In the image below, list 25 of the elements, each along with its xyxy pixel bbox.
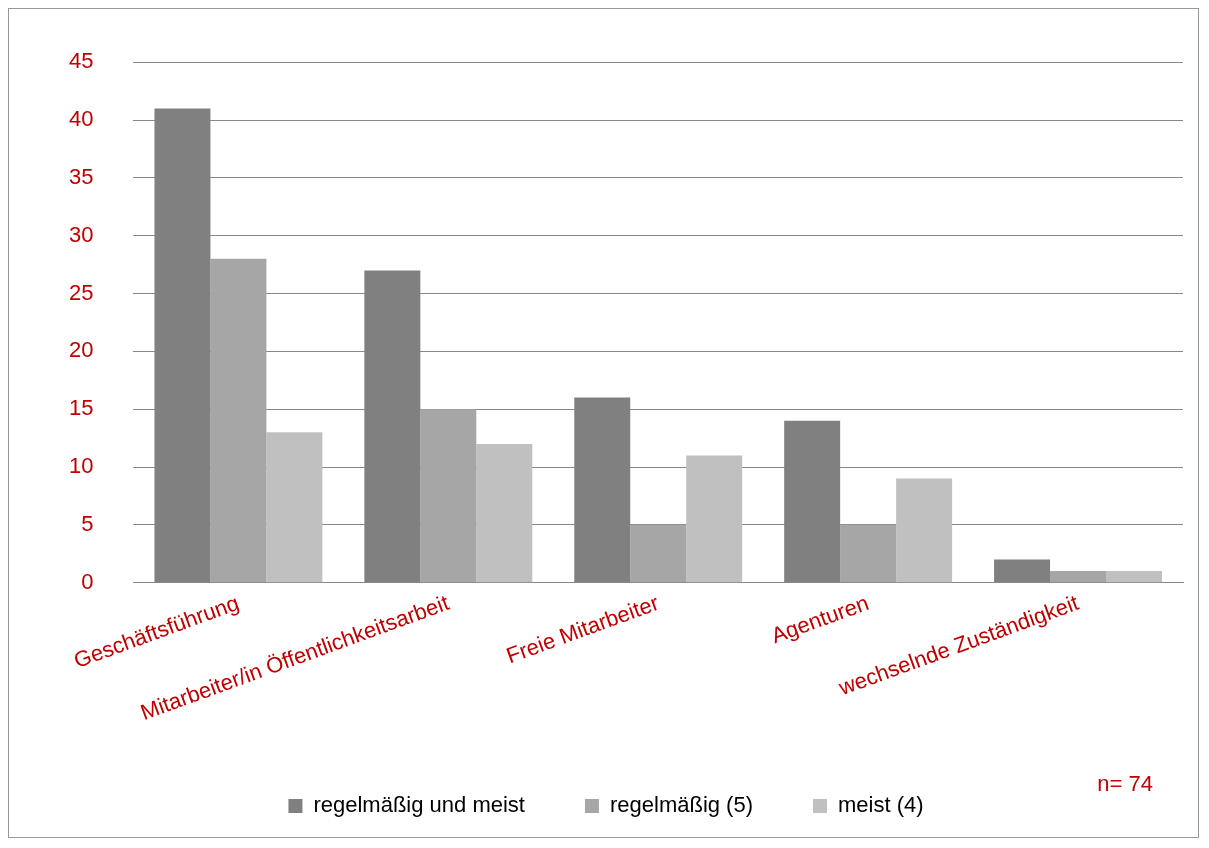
y-tick-label: 45 [68, 48, 94, 74]
bar [630, 524, 687, 583]
bar [476, 443, 533, 583]
bar [686, 455, 743, 583]
bar [994, 559, 1051, 583]
y-tick-label: 10 [68, 453, 94, 479]
y-tick-label: 25 [68, 279, 94, 305]
bar [266, 432, 323, 583]
legend-label: regelmäßig und meist [313, 792, 525, 818]
y-tick-label: 0 [81, 568, 94, 594]
bar [420, 409, 477, 583]
bar [896, 478, 953, 583]
y-tick-label: 30 [68, 221, 94, 247]
legend-label: regelmäßig (5) [609, 792, 754, 818]
bar [210, 258, 267, 583]
y-tick-label: 20 [68, 337, 94, 363]
y-tick-label: 35 [68, 163, 94, 189]
legend-label: meist (4) [838, 792, 924, 818]
text: n= 74 [1097, 771, 1153, 797]
bar [840, 524, 897, 583]
y-tick-label: 40 [68, 106, 94, 132]
y-tick-label: 15 [68, 395, 94, 421]
bar [1050, 571, 1107, 583]
bar [1106, 571, 1163, 583]
y-tick-label: 5 [81, 510, 94, 536]
